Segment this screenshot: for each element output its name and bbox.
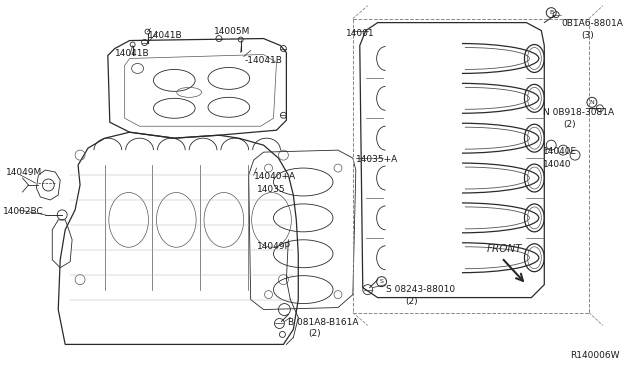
Text: B 081A8-B161A: B 081A8-B161A: [289, 318, 359, 327]
Text: 14040+A: 14040+A: [253, 172, 296, 181]
Text: 14049M: 14049M: [6, 168, 42, 177]
Text: (2): (2): [308, 330, 321, 339]
Text: (2): (2): [405, 296, 418, 305]
Text: 0B1A6-8801A: 0B1A6-8801A: [561, 19, 623, 28]
Text: (3): (3): [581, 31, 594, 39]
Text: 14049P: 14049P: [257, 242, 291, 251]
Text: 14005M: 14005M: [214, 26, 250, 36]
Text: (2): (2): [563, 120, 576, 129]
Text: -14041B: -14041B: [244, 57, 283, 65]
Text: 14001: 14001: [346, 29, 374, 38]
Text: S: S: [380, 279, 383, 284]
Text: FRONT: FRONT: [487, 244, 522, 254]
Text: 14035+A: 14035+A: [356, 155, 398, 164]
Text: 14041B: 14041B: [147, 31, 182, 39]
Text: S 08243-88010: S 08243-88010: [385, 285, 454, 294]
Text: N 0B918-3081A: N 0B918-3081A: [543, 108, 614, 117]
Text: 14040E: 14040E: [543, 147, 577, 156]
Text: 14035: 14035: [257, 185, 285, 194]
Text: N: N: [589, 100, 595, 105]
Text: R140006W: R140006W: [570, 352, 620, 360]
Text: 14040: 14040: [543, 160, 572, 169]
Text: B: B: [549, 10, 554, 15]
Text: 14002BC: 14002BC: [3, 207, 44, 216]
Text: 14041B: 14041B: [115, 48, 149, 58]
